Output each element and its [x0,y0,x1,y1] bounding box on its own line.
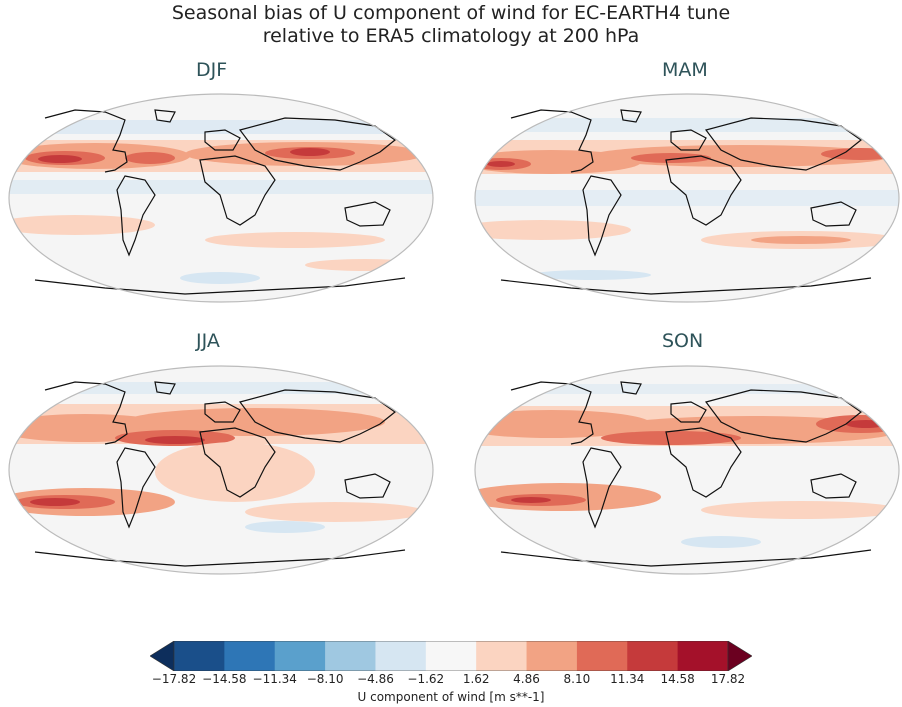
colorbar-tick-label: 17.82 [710,672,746,686]
colorbar-bin [576,641,628,671]
colorbar-tick-label: 11.34 [610,672,645,686]
map-frame [474,93,900,303]
panel-title-jja: JJA [196,330,220,352]
colorbar-bin [677,641,729,671]
colorbar-tick-label: −4.86 [357,672,394,686]
bias-field [9,382,433,533]
colorbar-tick-label: −1.62 [407,672,445,686]
map-son [474,365,900,575]
colorbar-bin [174,641,225,671]
map-djf [8,93,434,303]
panel-title-son: SON [662,330,704,352]
colorbar-bin [325,641,376,671]
colorbar-bin [476,641,528,671]
coastlines [34,381,406,567]
colorbar-label: U component of wind [m s**-1] [357,690,545,704]
figure-title-line-2: relative to ERA5 climatology at 200 hPa [262,25,640,47]
map-mam [474,93,900,303]
map-frame [8,365,434,575]
colorbar-tick-label: 8.10 [563,672,591,686]
coastlines [500,381,872,567]
colorbar-tick-label: −11.34 [252,672,297,686]
colorbar-bin [627,641,679,671]
map-frame [8,93,434,303]
colorbar-tick-label: −8.10 [306,672,344,686]
figure-title-line-1: Seasonal bias of U component of wind for… [171,2,731,24]
colorbar-bin [526,641,578,671]
colorbar-bin [274,641,326,671]
coastlines [500,109,872,295]
bias-field [475,384,899,548]
colorbar-tick-label: 4.86 [513,672,540,686]
map-jja [8,365,434,575]
colorbar-extend-min [150,641,175,671]
colorbar-bin [224,641,276,671]
colorbar [150,641,752,671]
colorbar-extend-max [727,641,752,671]
colorbar-bin [375,641,427,671]
colorbar-tick-label: −17.82 [151,672,197,686]
colorbar-bin [425,641,477,671]
panel-title-djf: DJF [196,59,228,81]
colorbar-tick-label: 14.58 [660,672,695,686]
map-frame [474,365,900,575]
panel-title-mam: MAM [662,59,708,81]
coastlines [34,109,406,295]
colorbar-tick-label: 1.62 [462,672,490,686]
colorbar-segments [150,641,752,671]
colorbar-tick-label: −14.58 [202,672,247,686]
